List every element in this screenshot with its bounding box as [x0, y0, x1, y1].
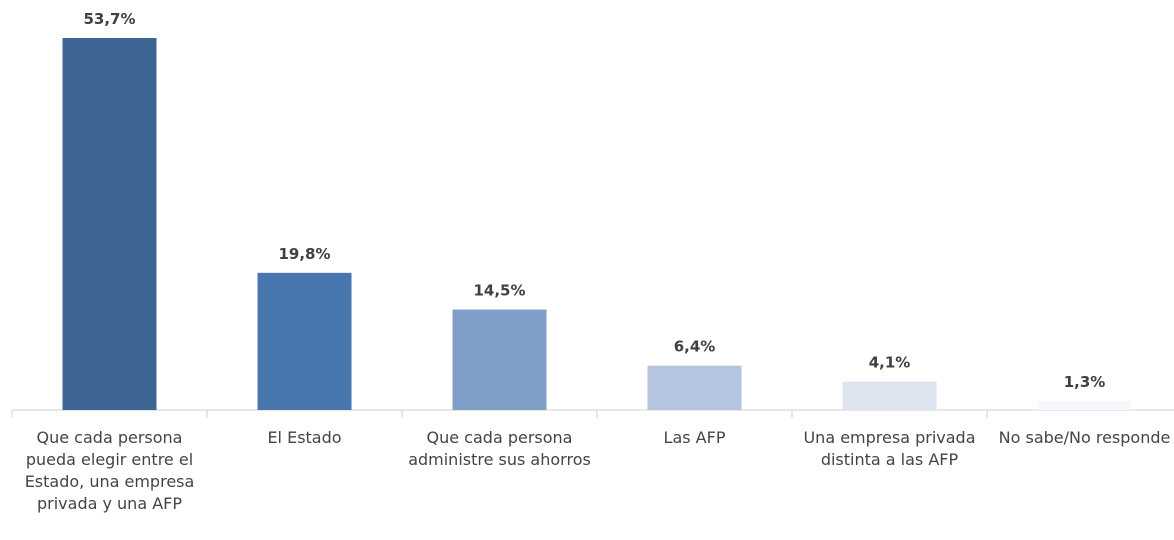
x-tick-label: No sabe/No responde: [998, 428, 1171, 447]
x-tick-label: Una empresa privada distinta a las AFP: [803, 428, 976, 469]
value-label: 1,3%: [1064, 373, 1106, 391]
bar: [452, 309, 547, 410]
x-tick-label: Que cada persona administre sus ahorros: [408, 428, 591, 469]
value-label: 4,1%: [869, 354, 911, 372]
bar: [647, 365, 742, 410]
x-tick-label: Las AFP: [663, 428, 726, 447]
value-label: 14,5%: [473, 282, 525, 300]
value-label: 53,7%: [83, 10, 135, 28]
x-tick-label: Que cada persona pueda elegir entre el E…: [24, 428, 195, 513]
bar: [257, 272, 352, 410]
bar: [842, 381, 937, 410]
bar: [1037, 400, 1132, 410]
value-label: 19,8%: [278, 245, 330, 263]
bar: [62, 38, 157, 410]
x-tick-label: El Estado: [267, 428, 342, 447]
value-label: 6,4%: [674, 338, 716, 356]
